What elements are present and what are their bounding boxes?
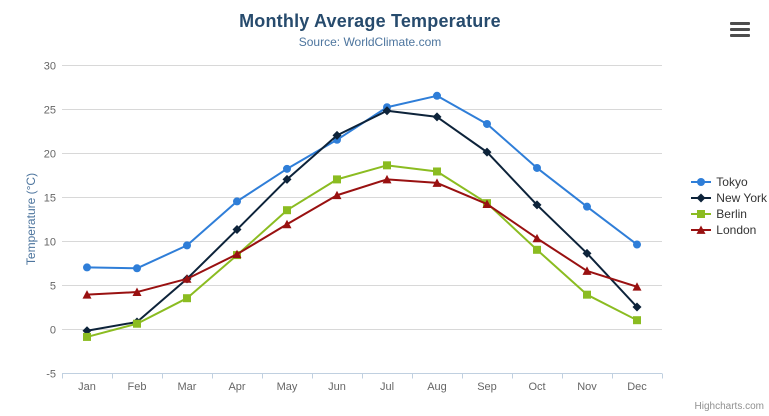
data-point-london-Nov[interactable] (582, 266, 592, 275)
x-tick-label: Dec (627, 381, 647, 393)
y-tick-label: -5 (46, 369, 56, 381)
data-point-tokyo-Apr[interactable] (233, 197, 241, 206)
legend-marker-symbol[interactable] (696, 193, 706, 203)
hamburger-bar (730, 28, 750, 31)
data-point-tokyo-Dec[interactable] (633, 240, 641, 249)
data-point-london-Aug[interactable] (432, 178, 442, 187)
data-point-london-Jan[interactable] (82, 290, 92, 299)
data-point-berlin-Mar[interactable] (183, 294, 191, 303)
data-point-tokyo-Oct[interactable] (533, 163, 541, 172)
data-point-tokyo-Aug[interactable] (433, 91, 441, 100)
data-point-tokyo-Nov[interactable] (583, 202, 591, 211)
series-line-new-york[interactable] (86, 109, 638, 332)
x-tick-label: Mar (178, 381, 197, 393)
data-point-tokyo-Jan[interactable] (83, 263, 91, 272)
data-point-london-Mar[interactable] (182, 274, 192, 283)
y-tick-label: 0 (50, 325, 56, 337)
x-tick-label: Aug (427, 381, 447, 393)
y-tick-label: 10 (44, 237, 56, 249)
data-point-london-Jul[interactable] (382, 174, 392, 184)
data-point-tokyo-May[interactable] (283, 164, 291, 173)
chart-title: Monthly Average Temperature (239, 11, 501, 31)
data-point-berlin-May[interactable] (283, 206, 291, 215)
data-point-london-Jun[interactable] (332, 190, 342, 200)
x-tick-label: Sep (477, 381, 497, 393)
x-tick-label: Feb (128, 381, 147, 393)
legend-marker-symbol[interactable] (697, 210, 706, 218)
legend-item-new-york[interactable]: New York (691, 192, 767, 204)
legend-label-tokyo: Tokyo (716, 175, 748, 189)
legend-item-berlin[interactable]: Berlin (691, 208, 767, 220)
legend-label-berlin: Berlin (716, 207, 747, 221)
y-tick-label: 5 (50, 281, 56, 293)
data-point-berlin-Jul[interactable] (383, 161, 391, 170)
x-tick-label: Jun (328, 381, 346, 393)
series-line-berlin[interactable] (86, 164, 638, 338)
x-tick-label: Nov (577, 381, 597, 393)
x-tick-label: Jan (78, 381, 96, 393)
hamburger-menu-icon[interactable] (730, 22, 750, 40)
y-axis-title: Temperature (°C) (24, 172, 38, 266)
chart-subtitle: Source: WorldClimate.com (298, 35, 442, 49)
legend-label-london: London (716, 223, 757, 237)
legend-marker-symbol[interactable] (697, 178, 706, 186)
data-point-london-Oct[interactable] (532, 233, 542, 243)
highcharts-credit-link[interactable]: Highcharts.com (694, 401, 764, 412)
data-point-new-york-Jul[interactable] (382, 106, 392, 116)
series-line-london[interactable] (86, 178, 638, 296)
data-point-new-york-May[interactable] (282, 174, 292, 184)
data-point-tokyo-Mar[interactable] (183, 241, 191, 250)
data-point-berlin-Feb[interactable] (133, 319, 141, 328)
legend-label-new-york: New York (716, 191, 767, 205)
series-tokyo[interactable] (83, 91, 641, 273)
legend: Tokyo New York Berlin London (691, 176, 767, 236)
data-point-berlin-Dec[interactable] (633, 316, 641, 325)
data-point-berlin-Aug[interactable] (433, 167, 441, 176)
legend-marker-new-york (691, 193, 712, 203)
legend-marker-berlin (691, 210, 712, 218)
data-point-new-york-Oct[interactable] (532, 200, 542, 210)
x-tick-label: Oct (528, 381, 545, 393)
legend-marker-tokyo (691, 178, 712, 186)
legend-item-london[interactable]: London (691, 224, 767, 236)
series-line-tokyo[interactable] (86, 94, 638, 270)
data-point-london-May[interactable] (282, 219, 292, 229)
x-tick-label: Apr (228, 381, 245, 393)
hamburger-bar (730, 22, 750, 25)
data-point-new-york-Apr[interactable] (232, 225, 242, 235)
data-point-berlin-Jun[interactable] (333, 175, 341, 184)
data-point-new-york-Dec[interactable] (632, 302, 642, 312)
data-point-london-Dec[interactable] (632, 282, 642, 291)
series-new-york[interactable] (82, 106, 642, 336)
data-point-new-york-Nov[interactable] (582, 248, 592, 258)
y-tick-label: 30 (44, 61, 56, 73)
data-point-london-Sep[interactable] (482, 199, 492, 208)
data-point-new-york-Sep[interactable] (482, 147, 492, 157)
data-point-berlin-Oct[interactable] (533, 245, 541, 254)
data-point-tokyo-Sep[interactable] (483, 119, 491, 128)
hamburger-bar (730, 34, 750, 37)
data-point-berlin-Jan[interactable] (83, 332, 91, 341)
data-point-london-Apr[interactable] (232, 249, 242, 259)
series-london[interactable] (82, 174, 642, 299)
legend-item-tokyo[interactable]: Tokyo (691, 176, 767, 188)
x-tick-label: Jul (380, 381, 394, 393)
y-tick-label: 15 (44, 193, 56, 205)
data-point-tokyo-Feb[interactable] (133, 264, 141, 273)
legend-marker-london (691, 225, 712, 234)
y-tick-label: 25 (44, 105, 56, 117)
y-tick-label: 20 (44, 149, 56, 161)
legend-marker-symbol[interactable] (696, 225, 706, 234)
data-point-berlin-Nov[interactable] (583, 290, 591, 299)
x-tick-label: May (277, 381, 298, 393)
data-point-new-york-Jun[interactable] (332, 130, 342, 140)
data-point-new-york-Aug[interactable] (432, 112, 442, 122)
data-point-london-Feb[interactable] (132, 287, 142, 296)
